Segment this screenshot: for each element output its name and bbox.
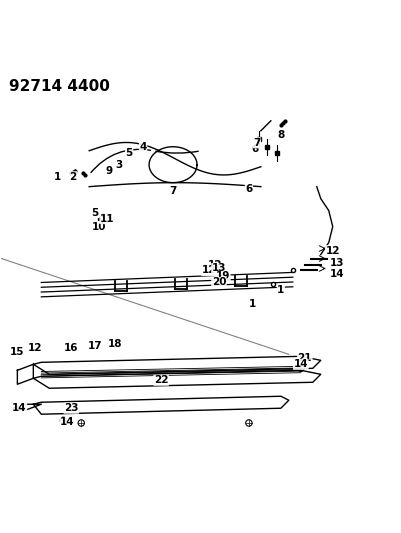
Text: 1: 1 — [277, 286, 284, 295]
Text: 20: 20 — [211, 278, 226, 287]
Text: 17: 17 — [88, 341, 102, 351]
Text: 12: 12 — [201, 265, 216, 276]
Text: 11: 11 — [100, 214, 114, 223]
Text: 13: 13 — [329, 257, 343, 268]
Text: 7: 7 — [169, 185, 176, 196]
Text: 23: 23 — [64, 403, 78, 413]
Text: 8: 8 — [277, 130, 284, 140]
Text: 2: 2 — [69, 172, 77, 182]
Text: 22: 22 — [154, 375, 168, 385]
Text: 5: 5 — [125, 148, 132, 158]
Text: 21: 21 — [297, 353, 311, 364]
Text: 4: 4 — [139, 142, 146, 152]
Text: 10: 10 — [92, 222, 106, 231]
Text: 92714 4400: 92714 4400 — [9, 79, 110, 94]
Text: 12: 12 — [325, 246, 339, 255]
Text: 7: 7 — [253, 138, 260, 148]
Text: 14: 14 — [12, 403, 26, 413]
Text: 5: 5 — [91, 208, 99, 217]
Text: 13: 13 — [211, 263, 226, 273]
Text: 6: 6 — [251, 144, 258, 154]
Text: 6: 6 — [245, 184, 252, 193]
Text: 14: 14 — [328, 270, 343, 279]
Text: 18: 18 — [107, 340, 122, 349]
Text: 1: 1 — [249, 300, 256, 310]
Text: 16: 16 — [64, 343, 78, 353]
Text: 3: 3 — [115, 160, 122, 169]
Text: 14: 14 — [60, 417, 75, 427]
Text: 12: 12 — [28, 343, 43, 353]
Text: 14: 14 — [293, 359, 307, 369]
Text: 9: 9 — [105, 166, 112, 176]
Text: 12: 12 — [207, 260, 222, 270]
Text: 19: 19 — [215, 271, 229, 281]
Text: 1: 1 — [53, 172, 61, 182]
Text: 15: 15 — [10, 348, 24, 357]
